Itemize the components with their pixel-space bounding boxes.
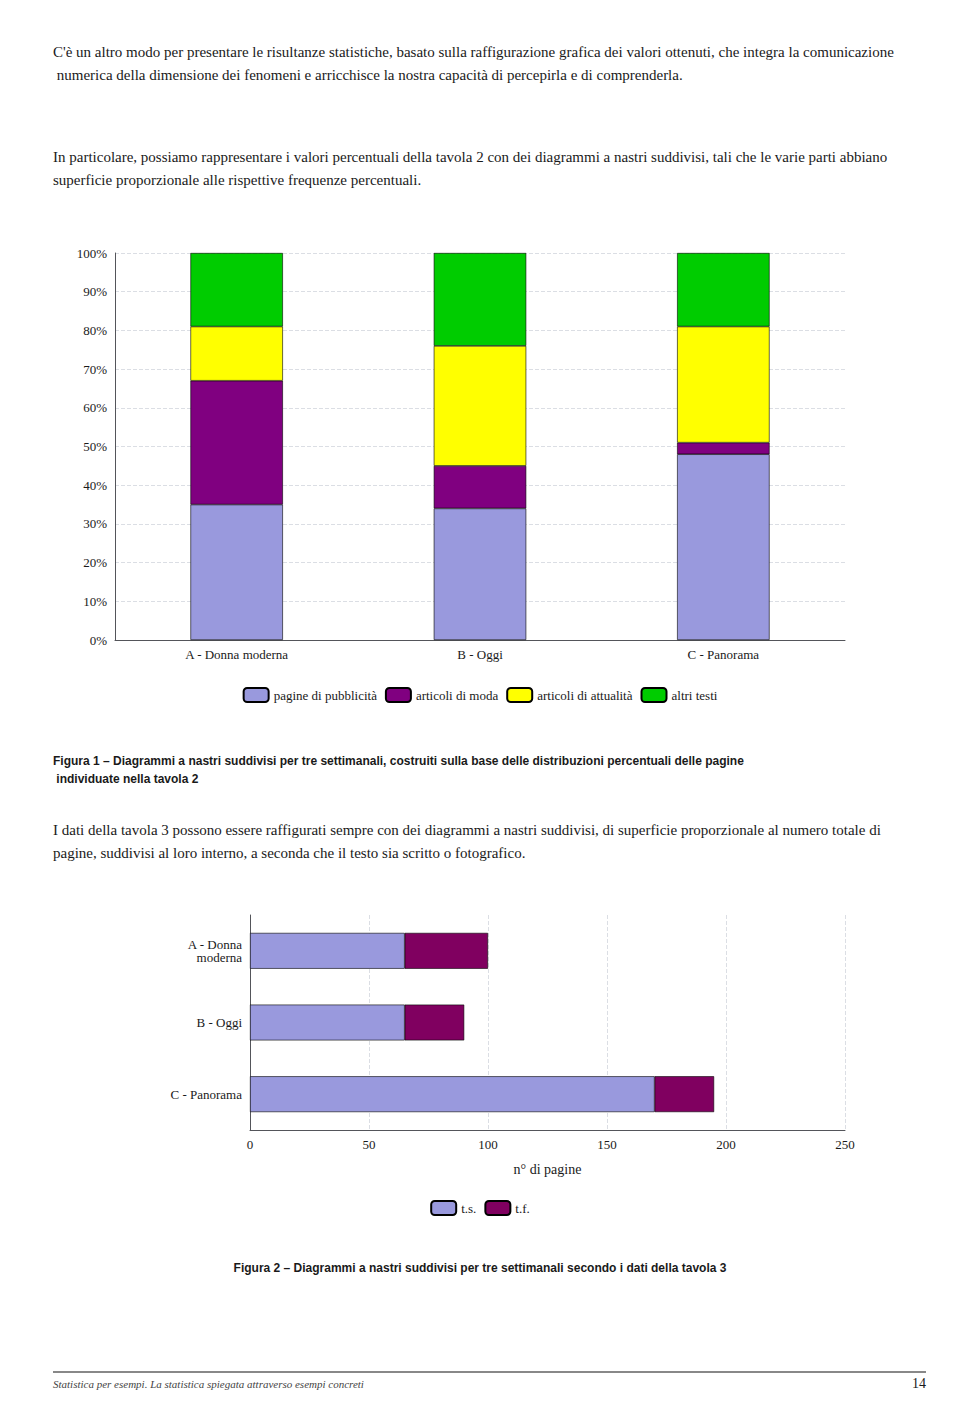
svg-text:altri testi: altri testi (672, 688, 718, 703)
svg-text:100%: 100% (77, 246, 108, 261)
svg-text:n° di pagine: n° di pagine (514, 1162, 582, 1177)
svg-text:moderna: moderna (197, 950, 243, 965)
svg-text:C - Panorama: C - Panorama (688, 647, 760, 662)
svg-text:superficie proporzionale alle: superficie proporzionale alle rispettive… (53, 172, 421, 188)
svg-text:A - Donna: A - Donna (187, 936, 242, 952)
svg-text:0%: 0% (90, 633, 108, 648)
svg-text:Statistica per esempi. La stat: Statistica per esempi. La statistica spi… (53, 1378, 364, 1390)
svg-text:80%: 80% (83, 323, 107, 338)
svg-text:pagine, suddivisi al loro inte: pagine, suddivisi al loro interno, a sec… (53, 845, 525, 861)
svg-text:90%: 90% (83, 284, 107, 299)
svg-text:0: 0 (247, 1137, 254, 1152)
svg-text:Figura 1 – Diagrammi a nastri: Figura 1 – Diagrammi a nastri suddivisi … (53, 754, 744, 768)
svg-text:t.s.: t.s. (461, 1201, 476, 1216)
svg-text:B - Oggi: B - Oggi (457, 647, 503, 662)
svg-text:individuate nella tavola 2: individuate nella tavola 2 (53, 772, 199, 786)
svg-text:50%: 50% (83, 439, 107, 454)
svg-text:200: 200 (716, 1137, 736, 1152)
svg-text:100: 100 (478, 1137, 498, 1152)
svg-text:250: 250 (835, 1137, 855, 1152)
svg-text:I dati della tavola 3 possono: I dati della tavola 3 possono essere raf… (53, 822, 885, 838)
svg-text:60%: 60% (83, 400, 107, 415)
svg-text:150: 150 (597, 1137, 617, 1152)
svg-text:10%: 10% (83, 594, 107, 609)
svg-text:40%: 40% (83, 478, 107, 493)
svg-text:30%: 30% (83, 516, 107, 531)
svg-text:Figura 2 – Diagrammi a nastri: Figura 2 – Diagrammi a nastri suddivisi … (234, 1261, 727, 1275)
svg-text:C'è un altro modo per presenta: C'è un altro modo per presentare le risu… (53, 44, 894, 60)
svg-text:B - Oggi: B - Oggi (197, 1015, 243, 1030)
svg-text:articoli di attualità: articoli di attualità (537, 688, 633, 703)
svg-text:t.f.: t.f. (515, 1201, 529, 1216)
svg-text:In particolare, possiamo rappr: In particolare, possiamo rappresentare i… (53, 149, 891, 165)
svg-text:pagine di pubblicità: pagine di pubblicità (274, 688, 377, 703)
svg-text:70%: 70% (83, 362, 107, 377)
svg-text:A - Donna moderna: A - Donna moderna (185, 647, 288, 662)
svg-text:articoli di moda: articoli di moda (416, 688, 499, 703)
svg-text:numerica della dimensione dei: numerica della dimensione dei fenomeni e… (53, 67, 683, 83)
svg-text:50: 50 (363, 1137, 376, 1152)
svg-text:C - Panorama: C - Panorama (171, 1087, 243, 1102)
svg-text:14: 14 (912, 1376, 926, 1391)
svg-text:20%: 20% (83, 555, 107, 570)
